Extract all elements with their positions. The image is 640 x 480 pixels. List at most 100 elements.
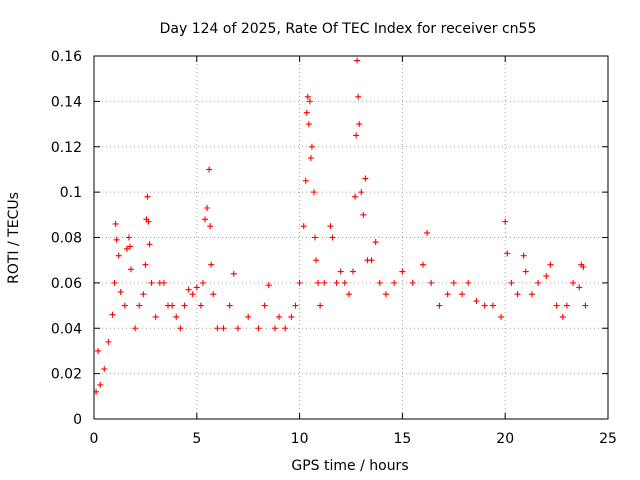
data-point	[372, 239, 379, 246]
data-point	[125, 234, 132, 241]
y-tick-label: 0.1	[60, 185, 82, 201]
data-point	[303, 109, 310, 116]
x-axis-ticks: 0 5 10 15 20 25	[90, 56, 617, 447]
data-point	[97, 381, 104, 388]
data-point	[112, 220, 119, 227]
data-point	[350, 268, 357, 275]
data-point	[520, 252, 527, 259]
data-point	[207, 223, 214, 230]
y-axis-label: ROTI / TECUs	[6, 192, 22, 284]
data-point	[362, 175, 369, 182]
data-point	[261, 302, 268, 309]
data-point	[502, 218, 509, 225]
y-tick-label: 0.12	[51, 140, 82, 156]
data-point	[177, 325, 184, 332]
data-point	[358, 189, 365, 196]
data-point	[368, 257, 375, 264]
data-point	[140, 291, 147, 298]
data-point	[528, 291, 535, 298]
data-point	[465, 279, 472, 286]
data-point	[204, 205, 211, 212]
data-point	[101, 366, 108, 373]
x-axis-label: GPS time / hours	[291, 458, 408, 474]
data-point	[310, 189, 317, 196]
data-point	[498, 313, 505, 320]
data-point	[296, 279, 303, 286]
data-point	[436, 302, 443, 309]
data-point	[206, 166, 213, 173]
data-point	[193, 284, 200, 291]
data-point	[547, 261, 554, 268]
data-point	[353, 132, 360, 139]
data-point	[115, 252, 122, 259]
data-point	[148, 279, 155, 286]
data-point	[276, 313, 283, 320]
data-point	[333, 279, 340, 286]
data-point	[327, 223, 334, 230]
data-point	[302, 177, 309, 184]
y-tick-label: 0.04	[51, 321, 82, 337]
data-point	[282, 325, 289, 332]
data-point	[580, 263, 587, 270]
data-point	[315, 279, 322, 286]
data-point	[428, 279, 435, 286]
data-point	[473, 298, 480, 305]
data-point	[582, 302, 589, 309]
data-point	[152, 313, 159, 320]
data-point	[459, 291, 466, 298]
data-point	[317, 302, 324, 309]
data-point	[308, 143, 315, 150]
data-points	[93, 57, 589, 395]
data-point	[234, 325, 241, 332]
data-point	[271, 325, 278, 332]
data-point	[146, 241, 153, 248]
data-point	[535, 279, 542, 286]
data-point	[144, 193, 151, 200]
data-point	[185, 286, 192, 293]
data-point	[508, 279, 515, 286]
data-point	[312, 234, 319, 241]
data-point	[126, 243, 133, 250]
data-point	[489, 302, 496, 309]
data-point	[321, 279, 328, 286]
data-point	[553, 302, 560, 309]
data-point	[173, 313, 180, 320]
x-tick-label: 15	[393, 431, 411, 447]
data-point	[113, 236, 120, 243]
data-point	[226, 302, 233, 309]
data-point	[514, 291, 521, 298]
data-point	[419, 261, 426, 268]
data-point	[543, 273, 550, 280]
y-tick-label: 0.16	[51, 49, 82, 65]
data-point	[128, 266, 135, 273]
data-point	[444, 291, 451, 298]
data-point	[304, 93, 311, 100]
data-point	[341, 279, 348, 286]
data-point	[117, 288, 124, 295]
data-point	[504, 250, 511, 257]
data-point	[132, 325, 139, 332]
data-point	[450, 279, 457, 286]
data-point	[208, 261, 215, 268]
data-point	[105, 338, 112, 345]
x-tick-label: 20	[496, 431, 514, 447]
data-point	[136, 302, 143, 309]
x-tick-label: 0	[90, 431, 99, 447]
y-tick-label: 0.02	[51, 367, 82, 383]
data-point	[160, 279, 167, 286]
data-point	[142, 261, 149, 268]
y-axis-ticks: 0 0.02 0.04 0.06 0.08 0.1 0.12 0.14 0.16	[51, 49, 608, 428]
data-point	[360, 211, 367, 218]
data-point	[197, 302, 204, 309]
y-tick-label: 0	[73, 412, 82, 428]
data-point	[356, 121, 363, 128]
data-point	[305, 121, 312, 128]
data-point	[382, 291, 389, 298]
data-point	[123, 245, 130, 252]
data-point	[376, 279, 383, 286]
data-point	[337, 268, 344, 275]
data-point	[307, 155, 314, 162]
data-point	[391, 279, 398, 286]
data-point	[576, 284, 583, 291]
